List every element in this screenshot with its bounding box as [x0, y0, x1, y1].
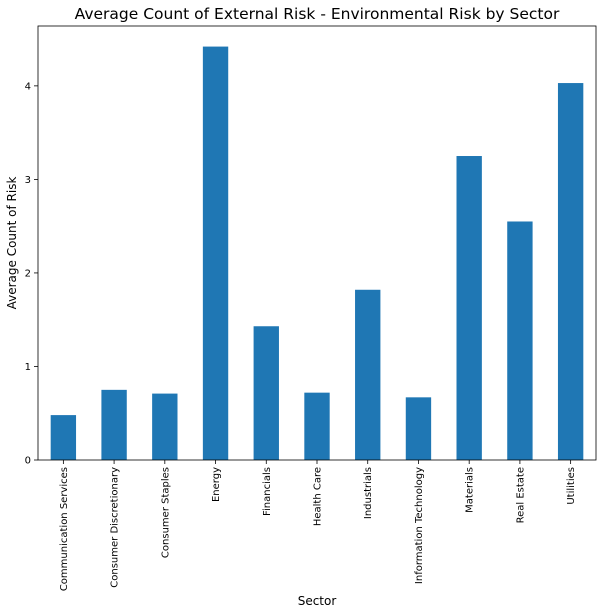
x-tick-label: Health Care: [313, 467, 324, 526]
bar-financials: [253, 326, 279, 460]
bar-consumer-staples: [152, 393, 178, 460]
x-tick-label: Financials: [262, 467, 273, 516]
chart-title: Average Count of External Risk - Environ…: [75, 5, 560, 23]
x-tick-label: Materials: [465, 467, 476, 513]
bar-real-estate: [507, 221, 533, 460]
bar-consumer-discretionary: [101, 389, 127, 460]
x-tick-label: Energy: [211, 467, 222, 502]
bar-materials: [456, 156, 482, 460]
x-tick-label: Utilities: [566, 467, 577, 505]
x-tick-label: Information Technology: [414, 467, 425, 584]
bars-group: [50, 46, 584, 461]
x-tick-label: Communication Services: [59, 467, 70, 591]
y-tick-label: 4: [25, 81, 31, 92]
y-tick-label: 3: [25, 175, 31, 186]
bar-communication-services: [50, 415, 77, 460]
bar-information-technology: [405, 397, 432, 460]
bar-industrials: [355, 289, 381, 460]
x-axis-ticks: Communication Services Consumer Discretio…: [59, 460, 577, 591]
x-tick-label: Consumer Staples: [160, 467, 171, 558]
bar-health-care: [304, 392, 330, 460]
bar-energy: [202, 46, 229, 461]
x-tick-label: Consumer Discretionary: [110, 467, 121, 588]
plot-frame: [37, 25, 597, 461]
x-tick-label: Industrials: [363, 467, 374, 519]
y-tick-label: 2: [25, 268, 31, 279]
y-axis-ticks: 0 1 2 3 4: [25, 81, 38, 467]
y-tick-label: 0: [25, 456, 31, 467]
x-axis-label: Sector: [298, 594, 337, 608]
bar-utilities: [557, 83, 584, 461]
y-axis-label: Average Count of Risk: [5, 177, 19, 310]
x-tick-label: Real Estate: [515, 467, 526, 523]
y-tick-label: 1: [25, 362, 31, 373]
